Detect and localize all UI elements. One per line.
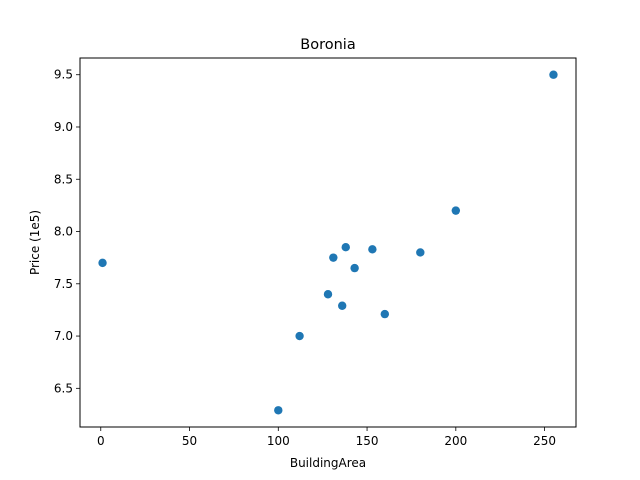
y-axis-label: Price (1e5) bbox=[28, 210, 42, 275]
data-point bbox=[341, 243, 350, 252]
y-tick-label: 7.5 bbox=[54, 277, 73, 291]
y-tick-label: 9.0 bbox=[54, 120, 73, 134]
x-tick-label: 100 bbox=[267, 434, 290, 448]
data-point bbox=[451, 206, 461, 215]
data-point bbox=[338, 301, 347, 310]
x-tick-label: 0 bbox=[97, 434, 105, 448]
data-points bbox=[98, 70, 558, 415]
data-point bbox=[368, 245, 377, 254]
x-tick-label: 200 bbox=[444, 434, 467, 448]
data-point bbox=[295, 331, 304, 341]
data-point bbox=[350, 263, 359, 273]
y-tick-label: 7.0 bbox=[54, 329, 73, 343]
y-tick-label: 6.5 bbox=[54, 381, 73, 395]
data-point bbox=[380, 309, 390, 319]
y-tick-label: 8.0 bbox=[54, 225, 73, 239]
y-tick-label: 8.5 bbox=[54, 172, 73, 186]
x-tick-label: 50 bbox=[182, 434, 197, 448]
data-point bbox=[323, 290, 333, 299]
x-axis-label: BuildingArea bbox=[290, 456, 366, 470]
data-point bbox=[329, 253, 338, 262]
plot-area bbox=[79, 57, 577, 428]
data-point bbox=[274, 406, 283, 415]
y-tick-label: 9.5 bbox=[54, 68, 73, 82]
data-point bbox=[98, 258, 107, 268]
data-point bbox=[416, 248, 425, 257]
x-tick-label: 250 bbox=[533, 434, 556, 448]
chart-title: Boronia bbox=[300, 37, 355, 53]
x-tick-label: 150 bbox=[356, 434, 379, 448]
axis-ticks: 0 50 100 150 200 250 6.5 7.0 7.5 8.0 8.5 9.0 9.5 bbox=[54, 68, 556, 448]
data-point bbox=[549, 70, 558, 79]
